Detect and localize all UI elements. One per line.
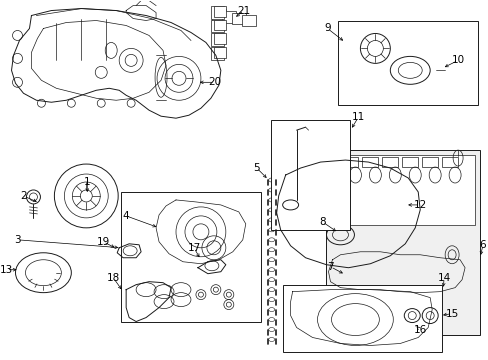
Polygon shape: [156, 200, 245, 264]
Text: 10: 10: [450, 55, 464, 66]
Bar: [213, 48, 225, 58]
Ellipse shape: [157, 57, 201, 100]
Bar: [213, 33, 225, 44]
Text: 5: 5: [253, 163, 260, 173]
Bar: [241, 14, 255, 27]
Text: 8: 8: [319, 217, 325, 227]
Text: 19: 19: [97, 237, 110, 247]
Bar: [270, 120, 350, 230]
Text: 17: 17: [187, 243, 200, 253]
Text: 9: 9: [324, 23, 330, 33]
Polygon shape: [12, 9, 221, 118]
Text: 14: 14: [437, 273, 450, 283]
Bar: [231, 13, 245, 24]
Bar: [213, 19, 225, 31]
Bar: [342, 157, 358, 167]
Bar: [282, 285, 441, 352]
Bar: [382, 157, 397, 167]
Text: 7: 7: [326, 262, 333, 272]
Bar: [335, 155, 474, 225]
Text: 21: 21: [237, 5, 250, 15]
Text: 18: 18: [106, 273, 120, 283]
Bar: [222, 10, 235, 23]
Bar: [210, 33, 224, 46]
Text: 4: 4: [122, 211, 129, 221]
Text: 16: 16: [413, 324, 426, 334]
Bar: [441, 157, 457, 167]
Bar: [210, 48, 224, 60]
Text: 13: 13: [0, 265, 13, 275]
Text: 12: 12: [413, 200, 426, 210]
Text: 1: 1: [84, 177, 90, 187]
Bar: [213, 5, 225, 17]
Bar: [211, 9, 225, 21]
Bar: [402, 157, 417, 167]
Bar: [362, 157, 378, 167]
Text: 6: 6: [479, 240, 486, 250]
Text: 2: 2: [20, 191, 27, 201]
Bar: [338, 21, 477, 105]
Bar: [210, 5, 224, 18]
Ellipse shape: [16, 253, 71, 293]
Bar: [325, 150, 479, 334]
Text: 3: 3: [14, 235, 21, 245]
Bar: [121, 192, 260, 321]
Polygon shape: [290, 290, 431, 346]
Ellipse shape: [54, 164, 118, 228]
Text: 11: 11: [351, 112, 365, 122]
Bar: [421, 157, 437, 167]
Text: 15: 15: [445, 309, 458, 319]
Bar: [210, 19, 224, 32]
Text: 20: 20: [208, 77, 221, 87]
